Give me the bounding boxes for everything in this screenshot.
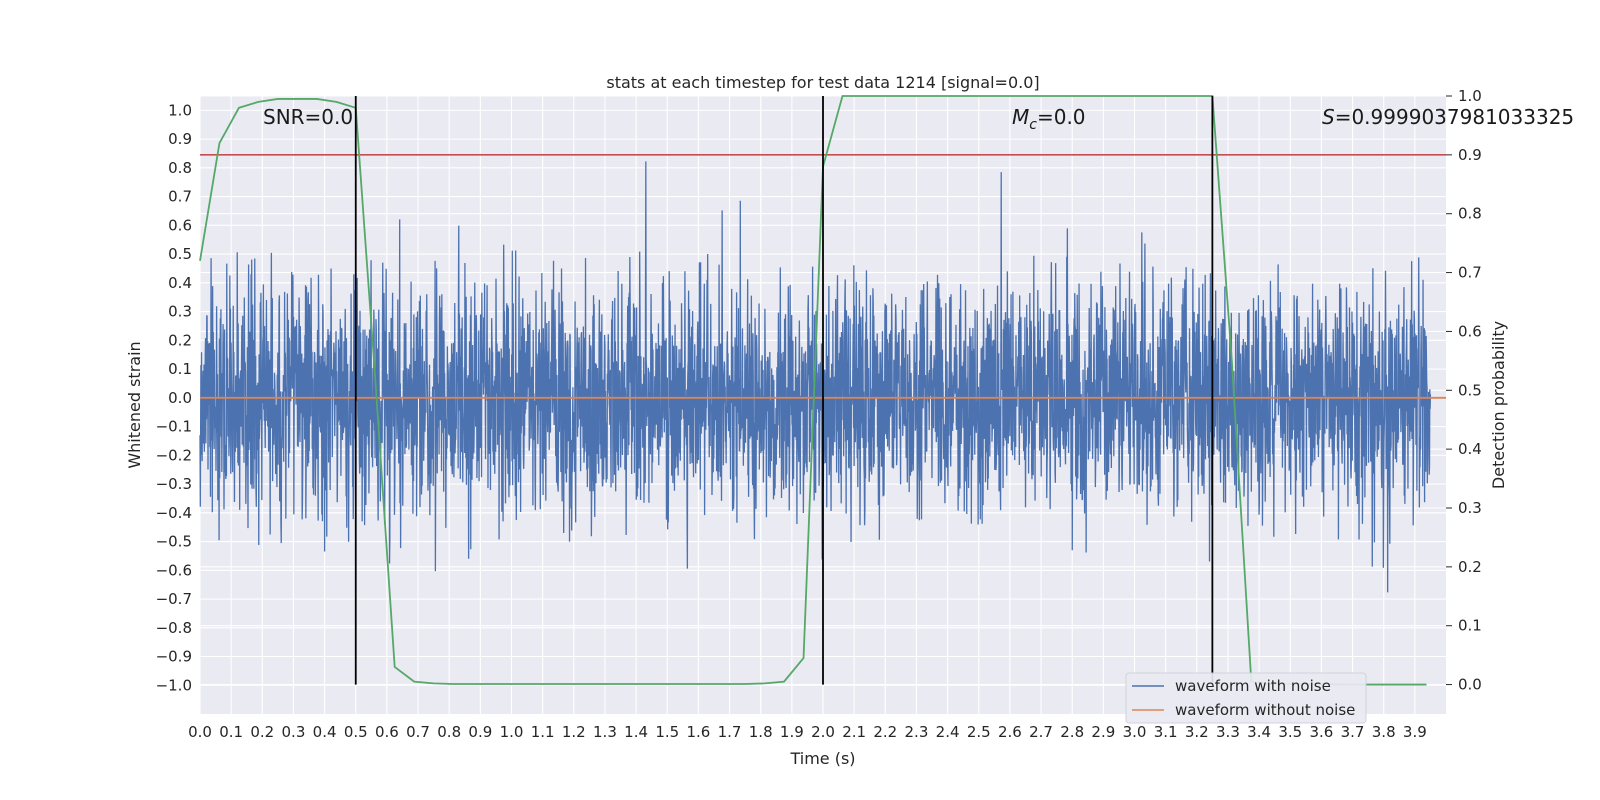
- x-tick-label: 1.8: [749, 723, 773, 741]
- chirp-mass-value: =0.0: [1037, 105, 1086, 129]
- y-tick-label: 0.3: [168, 303, 192, 321]
- x-tick-labels: 0.0 0.1 0.2 0.3 0.4 0.5 0.6 0.7 0.8 0.9 1.0 1.1 1.2 1…: [188, 723, 1427, 741]
- noise-waveform: [199, 161, 1432, 593]
- x-tick-label: 0.8: [437, 723, 461, 741]
- x-tick-label: 2.1: [842, 723, 866, 741]
- x-tick-label: 2.4: [936, 723, 960, 741]
- x-tick-label: 3.0: [1123, 723, 1147, 741]
- right-tick-label: 0.5: [1458, 381, 1482, 399]
- y-tick-labels: 1.0 0.9 0.8 0.7 0.6 0.5 0.4 0.3 0.2 0.1 0.0 −0.1 −0.…: [156, 101, 192, 694]
- score-symbol: S: [1322, 105, 1335, 129]
- legend-box: [1125, 672, 1367, 724]
- x-tick-label: 3.1: [1154, 723, 1178, 741]
- y-tick-label: −0.8: [156, 619, 192, 637]
- x-tick-label: 2.7: [1029, 723, 1053, 741]
- y-tick-label: 1.0: [168, 101, 192, 119]
- x-tick-label: 2.8: [1060, 723, 1084, 741]
- y-tick-label: −1.0: [156, 676, 192, 694]
- y-tick-label: −0.3: [156, 475, 192, 493]
- x-tick-label: 0.0: [188, 723, 212, 741]
- x-tick-label: 1.6: [686, 723, 710, 741]
- x-tick-label: 1.7: [718, 723, 742, 741]
- x-tick-label: 2.6: [998, 723, 1022, 741]
- x-tick-label: 3.6: [1309, 723, 1333, 741]
- x-tick-label: 0.3: [282, 723, 306, 741]
- x-tick-label: 0.4: [313, 723, 337, 741]
- y-tick-label: −0.4: [156, 504, 192, 522]
- score-value: =0.9999037981033325: [1335, 105, 1574, 129]
- x-tick-label: 1.4: [624, 723, 648, 741]
- x-tick-label: 1.2: [562, 723, 586, 741]
- right-tick-labels: 1.0 0.9 0.8 0.7 0.6 0.5 0.4 0.3 0.2 0.1 0.0: [1446, 87, 1482, 694]
- x-tick-label: 2.0: [811, 723, 835, 741]
- noisy-waveform-line: [199, 161, 1432, 593]
- detection-probability-line: [199, 95, 1427, 686]
- right-tick-label: 0.1: [1458, 617, 1482, 635]
- right-tick-label: 0.0: [1458, 676, 1482, 694]
- legend-label-clean: waveform without noise: [1175, 701, 1355, 719]
- y-tick-label: 0.9: [168, 130, 192, 148]
- x-tick-label: 0.2: [250, 723, 274, 741]
- x-tick-label: 2.5: [967, 723, 991, 741]
- x-tick-label: 2.2: [873, 723, 897, 741]
- x-tick-label: 2.3: [905, 723, 929, 741]
- x-tick-label: 0.7: [406, 723, 430, 741]
- x-tick-label: 0.9: [468, 723, 492, 741]
- right-tick-label: 0.9: [1458, 146, 1482, 164]
- right-tick-label: 0.6: [1458, 322, 1482, 340]
- right-tick-label: 1.0: [1458, 87, 1482, 105]
- x-tick-label: 1.9: [780, 723, 804, 741]
- right-tick-label: 0.4: [1458, 440, 1482, 458]
- x-tick-label: 0.5: [344, 723, 368, 741]
- y-tick-label: −0.9: [156, 648, 192, 666]
- x-tick-label: 0.6: [375, 723, 399, 741]
- x-tick-label: 0.1: [219, 723, 243, 741]
- y-tick-label: −0.2: [156, 446, 192, 464]
- x-tick-label: 3.3: [1216, 723, 1240, 741]
- y-tick-label: −0.6: [156, 561, 192, 579]
- chirp-mass-annotation: Mc=0.0: [1012, 105, 1086, 133]
- x-tick-label: 3.8: [1372, 723, 1396, 741]
- x-tick-label: 3.4: [1247, 723, 1271, 741]
- x-axis-label: Time (s): [789, 749, 855, 768]
- chirp-mass-symbol: M: [1012, 105, 1029, 129]
- y-axis-label: Whitened strain: [125, 341, 144, 468]
- legend: waveform with noise waveform without noi…: [1125, 672, 1367, 724]
- right-tick-label: 0.7: [1458, 264, 1482, 282]
- x-tick-label: 1.3: [593, 723, 617, 741]
- x-tick-label: 1.5: [655, 723, 679, 741]
- y-tick-label: 0.0: [168, 389, 192, 407]
- x-tick-label: 3.9: [1403, 723, 1427, 741]
- snr-annotation: SNR=0.0: [263, 105, 353, 129]
- chart-overlays: [199, 95, 1446, 686]
- chart-title: stats at each timestep for test data 121…: [606, 73, 1039, 92]
- y-tick-label: −0.1: [156, 418, 192, 436]
- y-tick-label: 0.4: [168, 274, 192, 292]
- x-tick-label: 1.1: [531, 723, 555, 741]
- right-tick-label: 0.3: [1458, 499, 1482, 517]
- right-axis-label: Detection probability: [1489, 321, 1508, 489]
- y-tick-label: 0.1: [168, 360, 192, 378]
- y-tick-label: 0.8: [168, 159, 192, 177]
- chirp-mass-subscript: c: [1029, 117, 1037, 133]
- y-tick-label: 0.7: [168, 188, 192, 206]
- y-tick-label: 0.5: [168, 245, 192, 263]
- x-tick-label: 1.0: [500, 723, 524, 741]
- y-tick-label: 0.6: [168, 216, 192, 234]
- x-tick-label: 2.9: [1091, 723, 1115, 741]
- x-tick-label: 3.7: [1341, 723, 1365, 741]
- y-tick-label: −0.7: [156, 590, 192, 608]
- y-tick-label: −0.5: [156, 533, 192, 551]
- score-annotation: S=0.9999037981033325: [1322, 105, 1574, 129]
- y-tick-label: 0.2: [168, 331, 192, 349]
- x-tick-label: 3.2: [1185, 723, 1209, 741]
- right-tick-label: 0.2: [1458, 558, 1482, 576]
- right-tick-label: 0.8: [1458, 205, 1482, 223]
- legend-label-noisy: waveform with noise: [1175, 677, 1331, 695]
- x-tick-label: 3.5: [1278, 723, 1302, 741]
